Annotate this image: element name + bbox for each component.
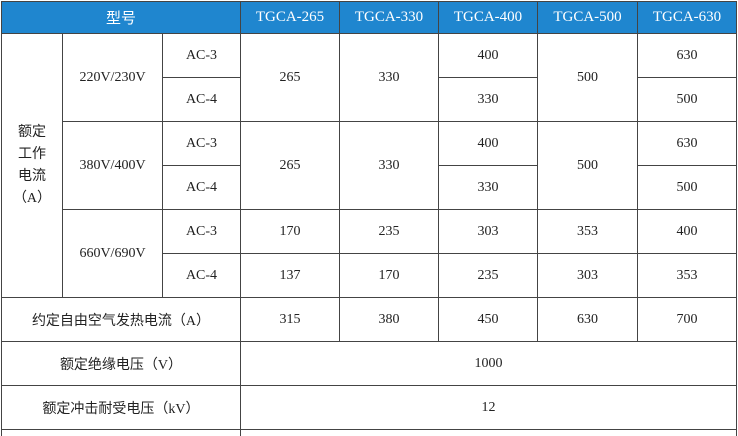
- value-cell: 630: [538, 298, 638, 342]
- model-header: TGCA-400: [439, 2, 538, 34]
- value-cell: 630: [638, 122, 737, 166]
- model-header: TGCA-500: [538, 2, 638, 34]
- voltage-cell: 220V/230V: [63, 34, 163, 122]
- row-label: 约定自由空气发热电流（A）: [2, 298, 241, 342]
- value-cell: 265: [241, 34, 340, 122]
- row-label: 额定绝缘电压（V）: [2, 342, 241, 386]
- table-row: 380V/400V AC-3 265 330 400 500 630: [2, 122, 737, 166]
- value-cell: 353: [538, 210, 638, 254]
- table-row: 额定 工作 电流 （A） 220V/230V AC-3 265 330 400 …: [2, 34, 737, 78]
- impulse-voltage-row: 额定冲击耐受电压（kV） 12: [2, 386, 737, 430]
- voltage-cell: 380V/400V: [63, 122, 163, 210]
- value-cell: 1000: [241, 342, 737, 386]
- partial-cell: [2, 430, 241, 436]
- value-cell: 500: [638, 78, 737, 122]
- value-cell: 353: [638, 254, 737, 298]
- category-cell: AC-3: [163, 210, 241, 254]
- header-row: 型号 TGCA-265 TGCA-330 TGCA-400 TGCA-500 T…: [2, 2, 737, 34]
- label-line: 电流: [2, 166, 62, 188]
- label-line: （A）: [2, 188, 62, 210]
- partial-cell: [241, 430, 737, 436]
- value-cell: 450: [439, 298, 538, 342]
- label-line: 工作: [2, 144, 62, 166]
- model-header: TGCA-265: [241, 2, 340, 34]
- value-cell: 235: [340, 210, 439, 254]
- category-cell: AC-3: [163, 34, 241, 78]
- category-cell: AC-4: [163, 254, 241, 298]
- value-cell: 400: [638, 210, 737, 254]
- category-cell: AC-4: [163, 78, 241, 122]
- category-cell: AC-3: [163, 122, 241, 166]
- value-cell: 330: [439, 78, 538, 122]
- voltage-cell: 660V/690V: [63, 210, 163, 298]
- value-cell: 500: [538, 122, 638, 210]
- value-cell: 400: [439, 34, 538, 78]
- value-cell: 315: [241, 298, 340, 342]
- thermal-current-row: 约定自由空气发热电流（A） 315 380 450 630 700: [2, 298, 737, 342]
- value-cell: 303: [538, 254, 638, 298]
- model-header: TGCA-330: [340, 2, 439, 34]
- value-cell: 400: [439, 122, 538, 166]
- value-cell: 500: [538, 34, 638, 122]
- value-cell: 700: [638, 298, 737, 342]
- model-label: 型号: [2, 2, 241, 34]
- value-cell: 330: [340, 34, 439, 122]
- model-header: TGCA-630: [638, 2, 737, 34]
- rated-current-label: 额定 工作 电流 （A）: [2, 34, 63, 298]
- insulation-voltage-row: 额定绝缘电压（V） 1000: [2, 342, 737, 386]
- value-cell: 330: [340, 122, 439, 210]
- value-cell: 137: [241, 254, 340, 298]
- value-cell: 12: [241, 386, 737, 430]
- category-cell: AC-4: [163, 166, 241, 210]
- row-label: 额定冲击耐受电压（kV）: [2, 386, 241, 430]
- value-cell: 170: [241, 210, 340, 254]
- value-cell: 265: [241, 122, 340, 210]
- label-line: 额定: [2, 122, 62, 144]
- value-cell: 235: [439, 254, 538, 298]
- value-cell: 380: [340, 298, 439, 342]
- value-cell: 170: [340, 254, 439, 298]
- table-row: 660V/690V AC-3 170 235 303 353 400: [2, 210, 737, 254]
- value-cell: 630: [638, 34, 737, 78]
- value-cell: 330: [439, 166, 538, 210]
- value-cell: 500: [638, 166, 737, 210]
- value-cell: 303: [439, 210, 538, 254]
- table-row-partial: [2, 430, 737, 436]
